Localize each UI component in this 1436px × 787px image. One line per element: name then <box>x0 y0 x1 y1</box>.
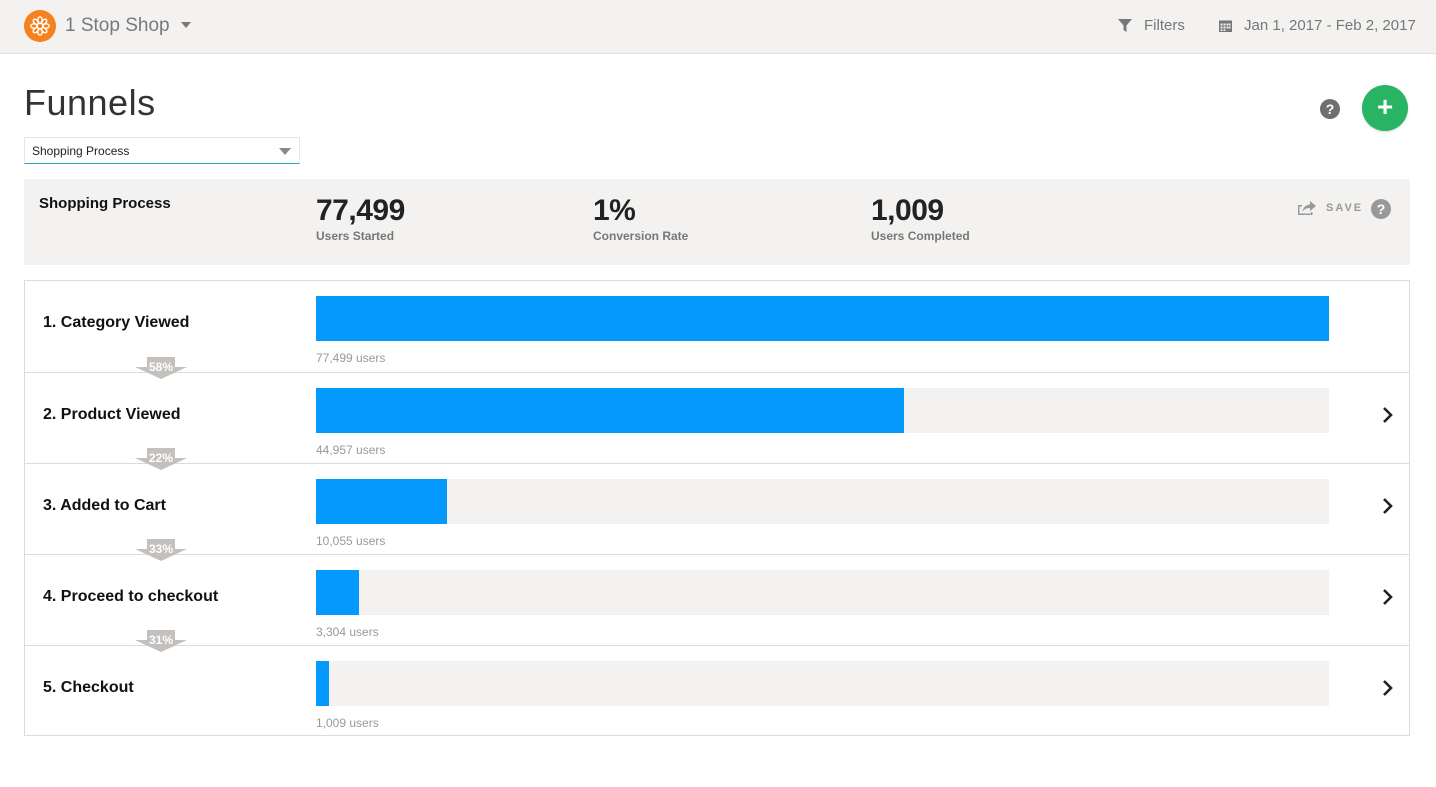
stat-label: Conversion Rate <box>593 229 689 243</box>
question-circle-icon[interactable]: ? <box>1371 199 1391 219</box>
bar-track <box>316 388 1329 433</box>
conversion-label: 31% <box>148 633 174 647</box>
step-users-label: 10,055 users <box>316 534 386 548</box>
chevron-down-icon <box>279 148 291 155</box>
funnel-step[interactable]: 2. Product Viewed 44,957 users <box>25 372 1409 463</box>
step-users-label: 1,009 users <box>316 716 379 730</box>
filters-button[interactable]: Filters <box>1118 17 1185 34</box>
conversion-badge: 33% <box>135 539 187 561</box>
bar-track <box>316 296 1329 341</box>
question-circle-icon[interactable]: ? <box>1320 99 1340 119</box>
save-label: SAVE <box>1326 202 1364 214</box>
conversion-label: 22% <box>148 451 174 465</box>
save-button[interactable]: SAVE <box>1297 200 1363 216</box>
step-label: 4. Proceed to checkout <box>43 588 219 605</box>
stat-value: 77,499 <box>316 194 405 227</box>
funnel-step: 1. Category Viewed 77,499 users <box>25 281 1409 372</box>
top-bar: 1 Stop Shop Filters Jan 1, 2017 - Feb 2,… <box>0 0 1436 54</box>
app-switcher-label[interactable]: 1 Stop Shop <box>65 15 170 36</box>
chevron-right-icon[interactable] <box>1381 679 1395 697</box>
calendar-icon <box>1219 20 1232 32</box>
stat-value: 1,009 <box>871 194 944 227</box>
add-funnel-button[interactable]: + <box>1362 85 1408 131</box>
stat-label: Users Completed <box>871 229 970 243</box>
step-users-label: 77,499 users <box>316 351 386 365</box>
chevron-right-icon[interactable] <box>1381 497 1395 515</box>
date-range-picker[interactable]: Jan 1, 2017 - Feb 2, 2017 <box>1219 17 1416 34</box>
bar <box>316 661 329 706</box>
bar-track <box>316 661 1329 706</box>
funnel-steps-chart: 1. Category Viewed 77,499 users 2. Produ… <box>24 280 1410 736</box>
bar <box>316 479 447 524</box>
bar <box>316 570 359 615</box>
conversion-badge: 22% <box>135 448 187 470</box>
conversion-label: 33% <box>148 542 174 556</box>
stat-users-completed: 1,009 Users Completed <box>871 194 970 243</box>
bar <box>316 388 904 433</box>
filters-label: Filters <box>1144 17 1185 34</box>
funnel-summary-panel: Shopping Process 77,499 Users Started 1%… <box>24 179 1410 265</box>
funnel-filter-icon <box>1118 18 1132 32</box>
step-label: 5. Checkout <box>43 679 134 696</box>
bar-track <box>316 570 1329 615</box>
plus-icon: + <box>1376 91 1394 122</box>
summary-title: Shopping Process <box>39 195 171 212</box>
stat-users-started: 77,499 Users Started <box>316 194 405 243</box>
step-label: 1. Category Viewed <box>43 314 190 331</box>
chevron-right-icon[interactable] <box>1381 588 1395 606</box>
conversion-badge: 31% <box>135 630 187 652</box>
date-range-label: Jan 1, 2017 - Feb 2, 2017 <box>1244 17 1416 34</box>
funnel-step[interactable]: 5. Checkout 1,009 users <box>25 645 1409 736</box>
share-export-icon <box>1298 201 1316 215</box>
chevron-right-icon[interactable] <box>1381 406 1395 424</box>
step-label: 3. Added to Cart <box>43 497 166 514</box>
funnel-step[interactable]: 3. Added to Cart 10,055 users <box>25 463 1409 554</box>
conversion-badge: 58% <box>135 357 187 379</box>
stat-conversion-rate: 1% Conversion Rate <box>593 194 688 243</box>
bar-track <box>316 479 1329 524</box>
step-users-label: 3,304 users <box>316 625 379 639</box>
chevron-down-icon[interactable] <box>181 22 191 28</box>
bar <box>316 296 1329 341</box>
step-label: 2. Product Viewed <box>43 406 181 423</box>
orange-flower-logo-icon[interactable] <box>24 10 56 42</box>
funnel-select-value: Shopping Process <box>32 144 130 158</box>
stat-value: 1% <box>593 194 636 227</box>
funnel-step[interactable]: 4. Proceed to checkout 3,304 users <box>25 554 1409 645</box>
conversion-label: 58% <box>148 360 174 374</box>
stat-label: Users Started <box>316 229 395 243</box>
page-title: Funnels <box>24 82 156 123</box>
step-users-label: 44,957 users <box>316 443 386 457</box>
funnel-select[interactable]: Shopping Process <box>24 137 300 164</box>
